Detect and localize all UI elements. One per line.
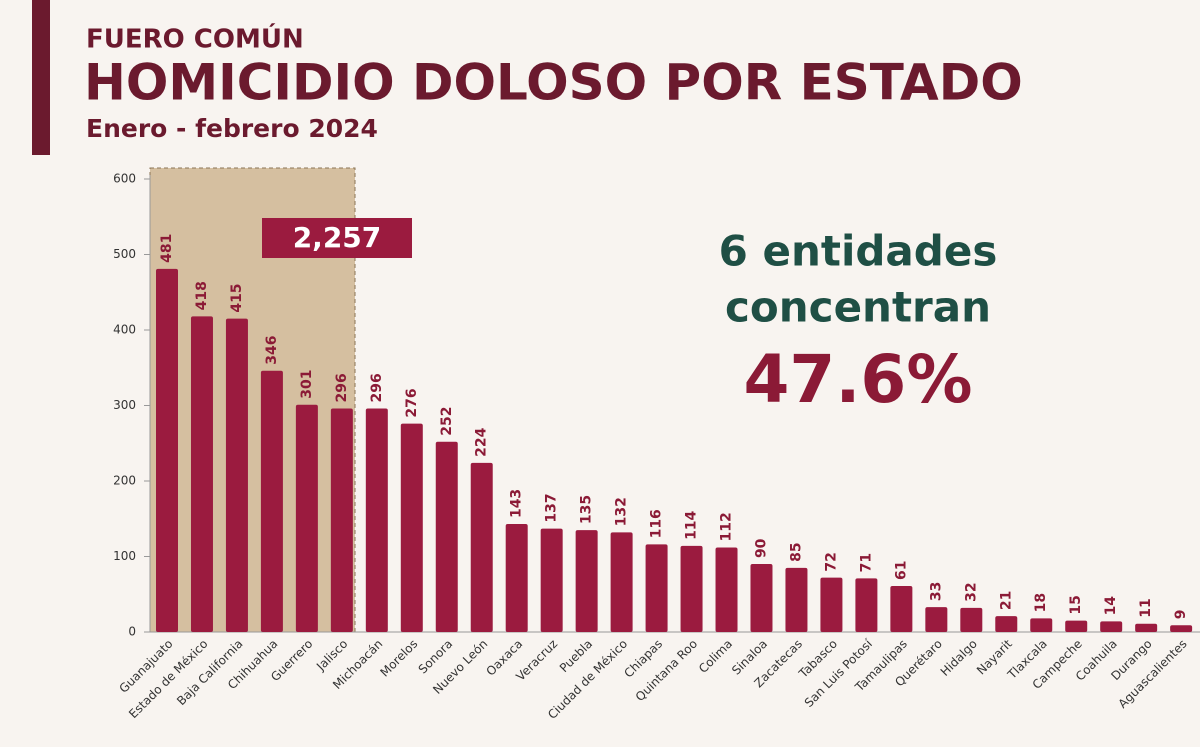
bar	[680, 545, 703, 632]
bar	[645, 544, 668, 632]
subtitle: Enero - febrero 2024	[86, 114, 378, 143]
value-label: 224	[474, 427, 490, 456]
y-tick-label: 0	[128, 625, 136, 639]
value-label: 72	[823, 552, 839, 571]
value-label: 21	[998, 591, 1014, 610]
value-label: 296	[369, 373, 385, 402]
bar	[1170, 625, 1193, 632]
value-label: 132	[614, 497, 630, 526]
value-label: 418	[194, 281, 210, 310]
bar	[540, 528, 563, 632]
bar	[190, 316, 213, 632]
kicker: FUERO COMÚN	[86, 23, 304, 55]
side-strip	[32, 0, 50, 155]
value-label: 15	[1068, 595, 1084, 614]
bar	[505, 524, 528, 632]
bar	[610, 532, 633, 632]
value-label: 143	[509, 489, 525, 518]
annotation: concentran	[725, 283, 991, 332]
value-label: 296	[334, 373, 350, 402]
y-tick-label: 500	[113, 247, 136, 261]
bar	[1030, 618, 1053, 632]
bar	[1100, 621, 1123, 632]
value-label: 90	[753, 538, 769, 558]
bar	[435, 441, 458, 632]
bar	[400, 423, 423, 632]
value-label: 18	[1033, 593, 1049, 612]
chart-title: HOMICIDIO DOLOSO POR ESTADO	[84, 54, 1023, 112]
annotation-value: 47.6%	[744, 341, 973, 418]
y-tick-label: 600	[113, 172, 136, 186]
bar	[330, 408, 353, 632]
value-label: 135	[579, 495, 595, 524]
value-label: 33	[928, 582, 944, 601]
value-label: 71	[858, 553, 874, 572]
bar	[1065, 620, 1088, 632]
value-label: 301	[299, 370, 315, 399]
value-label: 415	[229, 283, 245, 312]
value-label: 481	[159, 234, 175, 263]
highlight-badge	[262, 218, 412, 258]
value-label: 112	[719, 512, 735, 541]
highlight-label: 2,257	[293, 221, 382, 254]
bar	[855, 578, 878, 632]
value-label: 32	[963, 582, 979, 601]
bar	[750, 564, 773, 632]
value-label: 14	[1103, 596, 1119, 616]
bar	[1135, 623, 1158, 632]
bar	[960, 607, 983, 632]
value-label: 85	[788, 542, 804, 561]
bar	[156, 268, 178, 632]
bar	[295, 404, 318, 632]
y-tick-label: 100	[113, 549, 136, 563]
y-tick-label: 200	[113, 474, 136, 488]
bar	[995, 616, 1018, 632]
value-label: 137	[544, 493, 560, 522]
bar	[225, 318, 248, 632]
bar	[715, 547, 738, 632]
value-label: 276	[404, 388, 420, 417]
annotation: 6 entidades	[719, 227, 998, 276]
value-label: 9	[1173, 609, 1189, 619]
value-label: 114	[684, 510, 700, 539]
value-label: 61	[893, 560, 909, 579]
bar	[785, 567, 808, 632]
bar	[365, 408, 388, 632]
bar	[925, 607, 948, 632]
y-tick-label: 300	[113, 398, 136, 412]
value-label: 252	[439, 407, 455, 436]
bar	[575, 530, 598, 632]
y-tick-label: 400	[113, 323, 136, 337]
bar	[820, 577, 843, 632]
value-label: 116	[649, 509, 665, 538]
bar	[470, 462, 493, 632]
value-label: 11	[1138, 598, 1154, 617]
bar	[890, 585, 913, 632]
value-label: 346	[264, 336, 280, 365]
bar	[260, 370, 283, 632]
